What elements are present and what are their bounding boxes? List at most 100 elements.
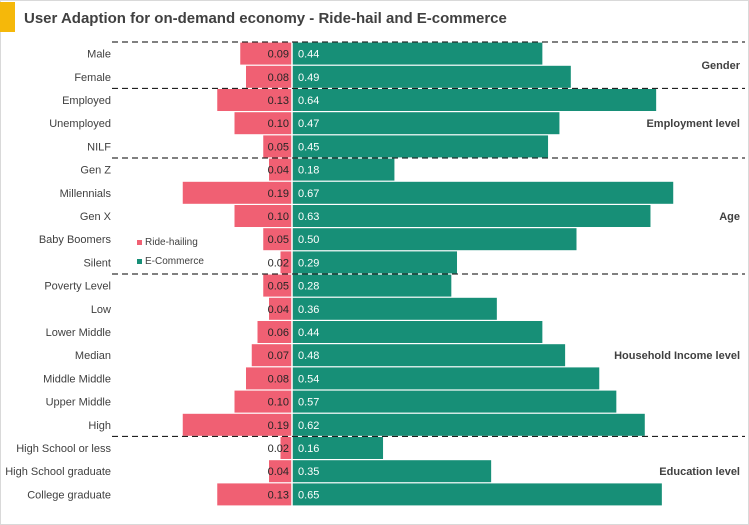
e-commerce-value-label: 0.50 <box>298 234 319 246</box>
group-label: Household Income level <box>614 350 740 362</box>
e-commerce-value-label: 0.48 <box>298 350 319 362</box>
ride-hailing-bar <box>217 89 292 111</box>
e-commerce-bar <box>292 89 657 111</box>
ride-hailing-value-label: 0.13 <box>268 95 289 107</box>
ride-hailing-value-label: 0.13 <box>268 489 289 501</box>
e-commerce-value-label: 0.63 <box>298 211 319 223</box>
category-label: High School graduate <box>5 466 111 478</box>
ride-hailing-bar <box>269 297 292 320</box>
e-commerce-bar <box>292 297 497 320</box>
e-commerce-value-label: 0.64 <box>298 95 319 107</box>
ride-hailing-bar <box>246 367 292 390</box>
e-commerce-bar <box>292 367 600 390</box>
category-label: Lower Middle <box>46 327 111 339</box>
ride-hailing-value-label: 0.04 <box>268 165 289 177</box>
category-label: Male <box>87 49 111 61</box>
ride-hailing-bar <box>280 251 292 274</box>
category-label: Gen X <box>80 211 112 223</box>
ride-hailing-bar <box>263 274 292 297</box>
e-commerce-bar <box>292 483 662 506</box>
ride-hailing-value-label: 0.08 <box>268 72 289 84</box>
e-commerce-value-label: 0.47 <box>298 118 319 130</box>
e-commerce-value-label: 0.67 <box>298 188 319 200</box>
category-label: College graduate <box>27 489 111 501</box>
e-commerce-value-label: 0.44 <box>298 49 319 61</box>
legend-e-commerce-swatch <box>137 259 142 264</box>
group-label: Gender <box>701 60 740 72</box>
e-commerce-bar <box>292 274 452 297</box>
e-commerce-value-label: 0.28 <box>298 281 319 293</box>
ride-hailing-value-label: 0.06 <box>268 327 289 339</box>
ride-hailing-value-label: 0.10 <box>268 118 289 130</box>
category-label: Employed <box>62 95 111 107</box>
e-commerce-bar <box>292 205 651 227</box>
e-commerce-bar <box>292 321 543 343</box>
ride-hailing-bar <box>263 135 292 158</box>
e-commerce-bar <box>292 181 674 204</box>
e-commerce-bar <box>292 65 571 88</box>
e-commerce-bar <box>292 42 543 65</box>
ride-hailing-value-label: 0.19 <box>268 420 289 432</box>
ride-hailing-value-label: 0.10 <box>268 211 289 223</box>
e-commerce-bar <box>292 158 395 181</box>
group-label: Employment level <box>646 118 740 130</box>
ride-hailing-value-label: 0.05 <box>268 141 289 153</box>
category-label: Gen Z <box>80 165 111 177</box>
legend-ride-hailing-label: Ride-hailing <box>145 237 198 248</box>
e-commerce-value-label: 0.44 <box>298 327 319 339</box>
ride-hailing-value-label: 0.05 <box>268 281 289 293</box>
e-commerce-bar <box>292 112 560 135</box>
e-commerce-bar <box>292 344 566 367</box>
e-commerce-value-label: 0.36 <box>298 304 319 316</box>
ride-hailing-bar <box>280 437 292 459</box>
ride-hailing-value-label: 0.02 <box>268 257 289 269</box>
e-commerce-bar <box>292 437 384 459</box>
e-commerce-value-label: 0.35 <box>298 466 319 478</box>
category-label: Low <box>91 304 111 316</box>
ride-hailing-bar <box>263 228 292 251</box>
ride-hailing-value-label: 0.08 <box>268 373 289 385</box>
ride-hailing-value-label: 0.05 <box>268 234 289 246</box>
ride-hailing-value-label: 0.19 <box>268 188 289 200</box>
category-label: Unemployed <box>49 118 111 130</box>
ride-hailing-bar <box>182 181 292 204</box>
e-commerce-value-label: 0.49 <box>298 72 319 84</box>
e-commerce-bar <box>292 460 492 483</box>
chart-title: User Adaption for on-demand economy - Ri… <box>24 10 507 27</box>
category-label: Millennials <box>60 188 112 200</box>
ride-hailing-bar <box>234 112 292 135</box>
category-label: Poverty Level <box>44 281 111 293</box>
ride-hailing-bar <box>269 460 292 483</box>
ride-hailing-value-label: 0.02 <box>268 443 289 455</box>
e-commerce-value-label: 0.29 <box>298 257 319 269</box>
title-accent-bar <box>0 2 15 32</box>
category-label: High <box>88 420 111 432</box>
e-commerce-bar <box>292 413 645 436</box>
category-label: High School or less <box>16 443 111 455</box>
category-label: Median <box>75 350 111 362</box>
ride-hailing-value-label: 0.04 <box>268 466 289 478</box>
ride-hailing-bar <box>182 413 292 436</box>
category-label: Upper Middle <box>46 397 111 409</box>
group-label: Age <box>719 211 740 223</box>
legend-e-commerce-label: E-Commerce <box>145 256 204 267</box>
ride-hailing-bar <box>257 321 292 343</box>
e-commerce-value-label: 0.18 <box>298 165 319 177</box>
e-commerce-value-label: 0.57 <box>298 397 319 409</box>
ride-hailing-bar <box>251 344 292 367</box>
e-commerce-bar <box>292 251 458 274</box>
ride-hailing-bar <box>234 390 292 413</box>
category-label: Middle Middle <box>43 373 111 385</box>
ride-hailing-value-label: 0.09 <box>268 49 289 61</box>
ride-hailing-bar <box>246 65 292 88</box>
legend-ride-hailing-swatch <box>137 240 142 245</box>
ride-hailing-bar <box>269 158 292 181</box>
e-commerce-value-label: 0.54 <box>298 373 319 385</box>
e-commerce-bar <box>292 228 577 251</box>
e-commerce-bar <box>292 135 549 158</box>
e-commerce-bar <box>292 390 617 413</box>
e-commerce-value-label: 0.45 <box>298 141 319 153</box>
ride-hailing-value-label: 0.10 <box>268 397 289 409</box>
group-label: Education level <box>659 466 740 478</box>
